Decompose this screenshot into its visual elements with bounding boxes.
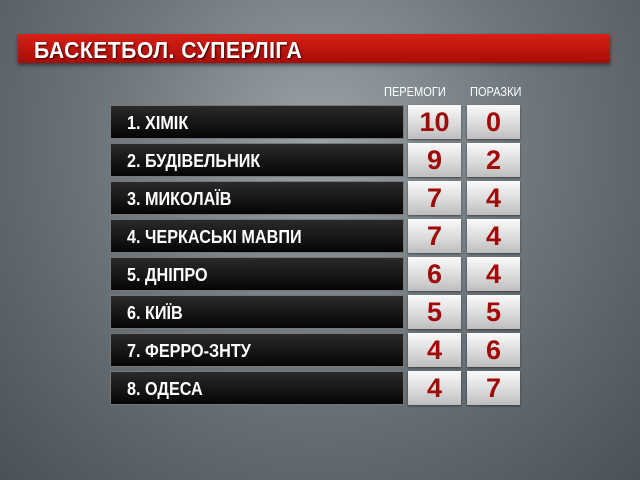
- wins-cell: 6: [408, 257, 461, 291]
- title-banner: БАСКЕТБОЛ. СУПЕРЛІГА: [18, 34, 610, 63]
- table-row: 5. ДНІПРО 6 4: [110, 257, 522, 291]
- losses-header: ПОРАЗКИ: [470, 84, 522, 99]
- losses-cell: 0: [467, 105, 520, 139]
- team-name-cell: 7. ФЕРРО-ЗНТУ: [110, 333, 404, 367]
- losses-cell: 4: [467, 181, 520, 215]
- team-name: 5. ДНІПРО: [127, 265, 208, 285]
- table-row: 8. ОДЕСА 4 7: [110, 371, 522, 405]
- team-name-cell: 1. ХІМІК: [110, 105, 404, 139]
- table-row: 3. МИКОЛАЇВ 7 4: [110, 181, 522, 215]
- losses-cell: 4: [467, 219, 520, 253]
- team-name: 2. БУДІВЕЛЬНИК: [127, 151, 261, 171]
- team-name-cell: 4. ЧЕРКАСЬКІ МАВПИ: [110, 219, 404, 253]
- team-name: 6. КИЇВ: [127, 303, 183, 323]
- wins-cell: 10: [408, 105, 461, 139]
- table-row: 2. БУДІВЕЛЬНИК 9 2: [110, 143, 522, 177]
- title: БАСКЕТБОЛ. СУПЕРЛІГА: [34, 37, 303, 63]
- team-name: 3. МИКОЛАЇВ: [127, 189, 232, 209]
- wins-cell: 4: [408, 371, 461, 405]
- team-name: 8. ОДЕСА: [127, 379, 203, 399]
- table-row: 7. ФЕРРО-ЗНТУ 4 6: [110, 333, 522, 367]
- wins-cell: 5: [408, 295, 461, 329]
- team-name-cell: 8. ОДЕСА: [110, 371, 404, 405]
- losses-cell: 2: [467, 143, 520, 177]
- losses-cell: 6: [467, 333, 520, 367]
- team-name: 1. ХІМІК: [127, 113, 189, 133]
- team-name: 7. ФЕРРО-ЗНТУ: [127, 341, 251, 361]
- wins-cell: 7: [408, 181, 461, 215]
- team-name-cell: 3. МИКОЛАЇВ: [110, 181, 404, 215]
- wins-header: ПЕРЕМОГИ: [384, 84, 446, 99]
- team-name: 4. ЧЕРКАСЬКІ МАВПИ: [127, 227, 302, 247]
- team-name-cell: 2. БУДІВЕЛЬНИК: [110, 143, 404, 177]
- wins-cell: 7: [408, 219, 461, 253]
- table-row: 6. КИЇВ 5 5: [110, 295, 522, 329]
- team-name-cell: 6. КИЇВ: [110, 295, 404, 329]
- losses-cell: 5: [467, 295, 520, 329]
- table-row: 1. ХІМІК 10 0: [110, 105, 522, 139]
- losses-cell: 7: [467, 371, 520, 405]
- losses-cell: 4: [467, 257, 520, 291]
- wins-cell: 4: [408, 333, 461, 367]
- team-name-cell: 5. ДНІПРО: [110, 257, 404, 291]
- wins-cell: 9: [408, 143, 461, 177]
- table-row: 4. ЧЕРКАСЬКІ МАВПИ 7 4: [110, 219, 522, 253]
